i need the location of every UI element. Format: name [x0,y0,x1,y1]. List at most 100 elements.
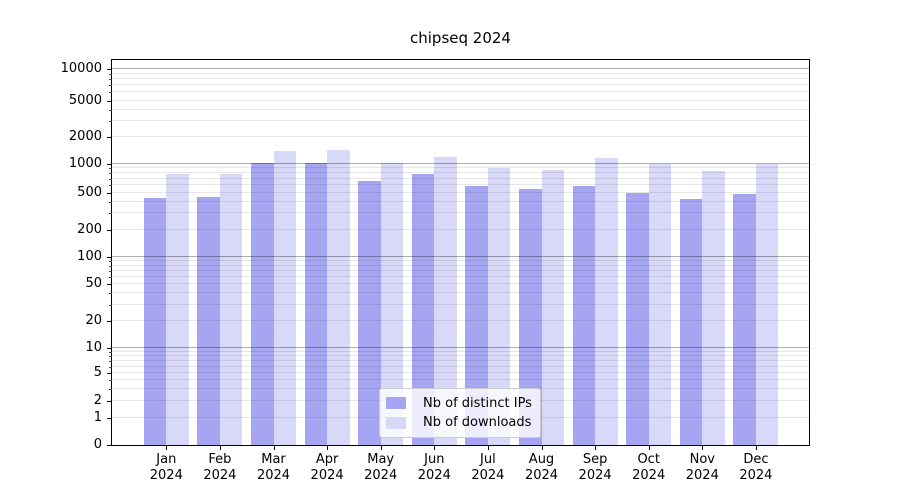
y-minor-tick-mark-60 [109,277,112,279]
y-tick-mark-5000 [107,100,112,102]
gridline-700 [112,177,809,179]
gridline-3000 [112,119,809,121]
bar-downloads-aug [541,170,564,445]
y-minor-tick-mark-9 [109,351,112,353]
gridline-40 [112,292,809,294]
y-tick-label-10: 10 [85,340,102,355]
bar-ips-may [358,181,381,445]
bar-downloads-jun [434,156,457,445]
gridline-100 [112,256,809,258]
legend-label-downloads: Nb of downloads [423,415,532,431]
y-minor-tick-mark-30 [109,304,112,306]
y-minor-tick-mark-4 [109,379,112,381]
gridline-60 [112,276,809,278]
y-tick-mark-500 [107,192,112,194]
bar-ips-mar [251,162,274,445]
bar-ips-apr [304,163,328,445]
gridline-4000 [112,108,809,110]
bar-downloads-jan [166,174,189,445]
bar-ips-nov [679,199,703,445]
bar-ips-jan [143,197,167,445]
x-tick-mark-may [380,446,382,450]
y-minor-tick-mark-6 [109,366,112,368]
y-tick-label-100: 100 [77,249,102,265]
bar-ips-oct [626,192,649,445]
gridline-80 [112,264,809,266]
y-minor-tick-mark-400 [109,201,112,203]
gridline-500 [112,191,809,193]
y-tick-label-0: 0 [93,437,102,452]
x-tick-mark-jul [487,446,489,450]
gridline-9000 [112,73,809,75]
y-minor-tick-mark-3 [109,388,112,390]
gridline-90 [112,260,809,262]
y-tick-mark-2000 [107,137,112,138]
y-minor-tick-mark-4000 [109,109,112,111]
gridline-4 [112,378,809,380]
chart-title: chipseq 2024 [410,29,511,47]
legend-swatch-distinct-ips-icon [386,397,406,410]
y-tick-mark-50 [107,284,112,286]
y-tick-label-1000: 1000 [68,155,102,171]
y-minor-tick-mark-80 [109,265,112,267]
x-tick-mark-nov [702,446,704,450]
x-tick-label-may: May 2024 [364,452,398,483]
x-tick-label-jan: Jan 2024 [149,452,183,483]
gridline-400 [112,200,809,202]
x-tick-mark-dec [755,446,757,450]
x-tick-label-mar: Mar 2024 [256,452,291,483]
y-minor-tick-mark-9000 [109,74,112,76]
gridline-10 [112,347,809,348]
y-tick-mark-200 [107,229,112,231]
y-minor-tick-mark-6000 [109,92,112,94]
bar-downloads-oct [648,164,672,445]
gridline-800 [112,171,809,173]
x-tick-label-dec: Dec 2024 [739,452,773,483]
y-minor-tick-mark-8 [109,356,112,358]
bar-downloads-may [380,163,404,445]
bar-downloads-mar [273,150,296,445]
x-tick-label-aug: Aug 2024 [524,452,559,483]
x-tick-label-oct: Oct 2024 [632,452,666,483]
x-tick-mark-sep [595,446,597,450]
y-tick-mark-10 [107,348,112,349]
gridline-300 [112,212,809,214]
y-minor-tick-mark-800 [109,172,112,174]
y-tick-label-5000: 5000 [68,92,102,108]
y-tick-mark-20 [107,321,112,322]
legend-swatch-downloads-icon [386,416,406,429]
gridline-2000 [112,136,809,137]
bar-ips-jul [465,186,488,445]
gridline-6 [112,365,809,367]
legend-label-distinct-ips: Nb of distinct IPs [423,395,532,411]
y-tick-mark-1 [107,417,112,419]
bar-downloads-apr [327,149,350,445]
x-tick-label-feb: Feb 2024 [203,452,237,483]
bar-ips-sep [572,185,596,445]
gridline-7 [112,360,809,362]
y-minor-tick-mark-300 [109,213,112,215]
gridline-7000 [112,84,809,86]
y-minor-tick-mark-90 [109,261,112,263]
x-tick-mark-apr [327,446,329,450]
gridline-600 [112,184,809,186]
x-tick-label-sep: Sep 2024 [578,452,612,483]
gridline-8 [112,355,809,357]
bar-downloads-nov [702,170,725,445]
y-minor-tick-mark-70 [109,271,112,273]
y-tick-label-5: 5 [93,365,102,381]
bar-downloads-sep [595,157,618,445]
y-minor-tick-mark-7000 [109,85,112,87]
y-tick-label-2: 2 [93,392,102,408]
gridline-5000 [112,99,809,101]
plot-area [111,59,810,446]
gridline-200 [112,228,809,230]
bar-downloads-feb [219,173,243,445]
x-tick-label-nov: Nov 2024 [685,452,719,483]
y-tick-mark-100 [107,257,112,259]
gridline-10000 [112,68,809,70]
x-tick-mark-aug [541,446,543,450]
y-tick-mark-2 [107,400,112,402]
x-tick-mark-oct [648,446,650,450]
